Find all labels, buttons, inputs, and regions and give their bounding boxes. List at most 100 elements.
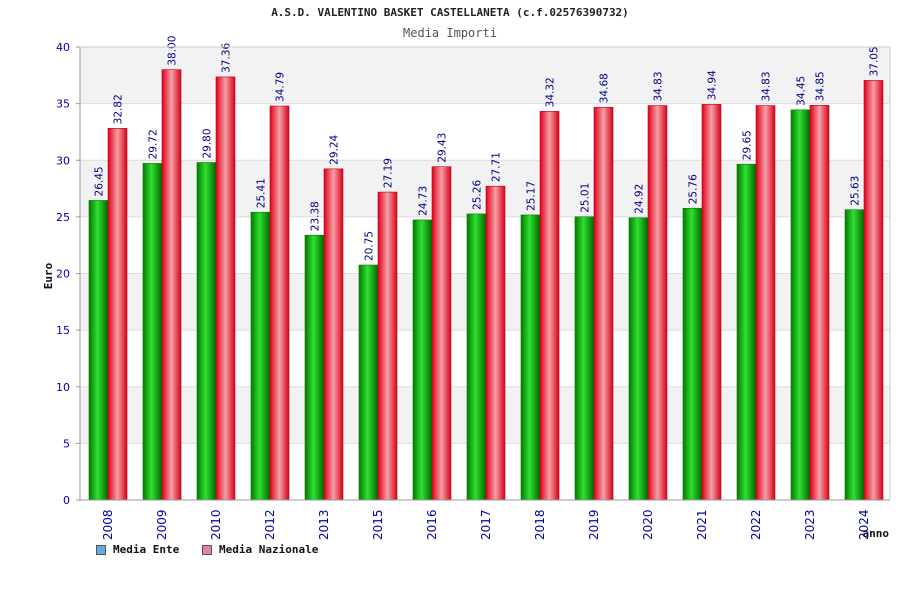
bar-media-nazionale: [593, 106, 614, 501]
y-tick-label: 15: [56, 324, 70, 337]
value-label-nazionale: 37.36: [221, 43, 233, 73]
bar-media-ente: [574, 216, 595, 501]
value-label-nazionale: 29.24: [329, 134, 341, 164]
x-tick-label: 2023: [803, 509, 817, 540]
y-tick-label: 25: [56, 211, 70, 224]
y-tick-label: 0: [63, 494, 70, 507]
bars: [88, 69, 884, 501]
value-label-ente: 29.65: [742, 130, 754, 160]
value-label-ente: 25.41: [256, 178, 268, 208]
bar-media-ente: [520, 214, 541, 501]
y-tick-label: 30: [56, 154, 70, 167]
x-tick-labels: 2008 2009 2010 2012 2013 2015 2016 2017 2018 2019…: [101, 509, 871, 540]
bar-media-nazionale: [539, 111, 560, 501]
x-tick-label: 2024: [857, 509, 871, 540]
value-label-ente: 29.72: [148, 129, 160, 159]
value-label-ente: 34.45: [796, 76, 808, 106]
bar-media-nazionale: [323, 168, 344, 501]
bar-media-nazionale: [809, 105, 830, 501]
chart-title: A.S.D. VALENTINO BASKET CASTELLANETA (c.…: [271, 6, 629, 19]
x-axis-label: anno: [863, 527, 890, 540]
value-label-nazionale: 34.94: [707, 70, 719, 100]
bar-media-ente: [844, 209, 865, 501]
value-label-nazionale: 34.79: [275, 72, 287, 102]
legend-label-nazionale: Media Nazionale: [219, 543, 319, 556]
bar-media-ente: [736, 163, 757, 501]
x-tick-label: 2013: [317, 509, 331, 540]
value-label-nazionale: 37.05: [869, 46, 881, 76]
legend-swatch-nazionale: [202, 544, 212, 555]
chart-subtitle: Media Importi: [403, 26, 497, 40]
x-tick-label: 2021: [695, 509, 709, 540]
bar-media-nazionale: [485, 185, 506, 501]
value-label-nazionale: 34.68: [599, 73, 611, 103]
value-label-nazionale: 38.00: [167, 36, 179, 66]
axes: [76, 46, 891, 501]
y-tick-label: 10: [56, 381, 70, 394]
bar-media-ente: [628, 217, 649, 501]
value-label-nazionale: 29.43: [437, 133, 449, 163]
x-tick-label: 2022: [749, 509, 763, 540]
legend-label-ente: Media Ente: [113, 543, 180, 556]
legend-item-ente: Media Ente: [96, 543, 179, 556]
value-label-nazionale: 34.83: [761, 71, 773, 101]
bar-media-ente: [412, 219, 433, 501]
bar-media-ente: [466, 213, 487, 501]
bar-media-ente: [358, 264, 379, 501]
x-tick-label: 2017: [479, 509, 493, 540]
y-tick-label: 35: [56, 98, 70, 111]
y-tick-label: 5: [63, 437, 70, 450]
value-label-ente: 24.73: [418, 186, 430, 216]
bar-media-nazionale: [647, 105, 668, 501]
value-label-ente: 25.63: [850, 176, 862, 206]
value-label-nazionale: 32.82: [113, 94, 125, 124]
value-label-ente: 20.75: [364, 231, 376, 261]
value-label-nazionale: 27.71: [491, 152, 503, 182]
x-tick-label: 2009: [155, 509, 169, 540]
legend-swatch-ente: [96, 544, 106, 555]
y-tick-label: 20: [56, 268, 70, 281]
bar-media-nazionale: [431, 166, 452, 501]
value-label-nazionale: 34.85: [815, 71, 827, 101]
value-label-nazionale: 34.32: [545, 77, 557, 107]
bar-media-nazionale: [701, 104, 722, 501]
y-axis-label: Euro: [42, 262, 55, 289]
x-tick-label: 2018: [533, 509, 547, 540]
bar-media-ente: [88, 200, 109, 501]
x-tick-label: 2020: [641, 509, 655, 540]
y-tick-label: 40: [56, 41, 70, 54]
value-label-ente: 23.38: [310, 201, 322, 231]
bar-media-ente: [790, 109, 811, 501]
legend-item-nazionale: Media Nazionale: [202, 543, 318, 556]
grid-band: [80, 47, 890, 104]
bar-media-nazionale: [107, 128, 128, 501]
y-tick-labels: 0 5 10 15 20 25 30 35 40: [56, 41, 70, 507]
bar-media-ente: [250, 211, 271, 501]
bar-media-nazionale: [161, 69, 182, 501]
value-label-ente: 24.92: [634, 184, 646, 214]
x-tick-label: 2019: [587, 509, 601, 540]
bar-media-ente: [196, 162, 217, 501]
x-tick-label: 2012: [263, 509, 277, 540]
bar-media-nazionale: [377, 191, 398, 501]
x-tick-label: 2010: [209, 509, 223, 540]
value-label-ente: 25.01: [580, 183, 592, 213]
x-tick-label: 2015: [371, 509, 385, 540]
bar-media-nazionale: [215, 76, 236, 501]
value-label-nazionale: 27.19: [383, 158, 395, 188]
bar-media-nazionale: [863, 80, 884, 501]
value-label-nazionale: 34.83: [653, 71, 665, 101]
value-label-ente: 26.45: [94, 166, 106, 196]
bar-media-ente: [142, 163, 163, 501]
bar-media-ente: [304, 234, 325, 501]
value-label-ente: 25.26: [472, 180, 484, 210]
bar-media-ente: [682, 207, 703, 501]
bar-media-nazionale: [269, 105, 290, 501]
value-label-ente: 29.80: [202, 128, 214, 158]
value-label-ente: 25.17: [526, 181, 538, 211]
value-labels: 26.45 32.82 29.72 38.00 29.80 37.36 25.41 34.79…: [94, 36, 881, 261]
x-tick-label: 2008: [101, 509, 115, 540]
bar-media-nazionale: [755, 105, 776, 501]
